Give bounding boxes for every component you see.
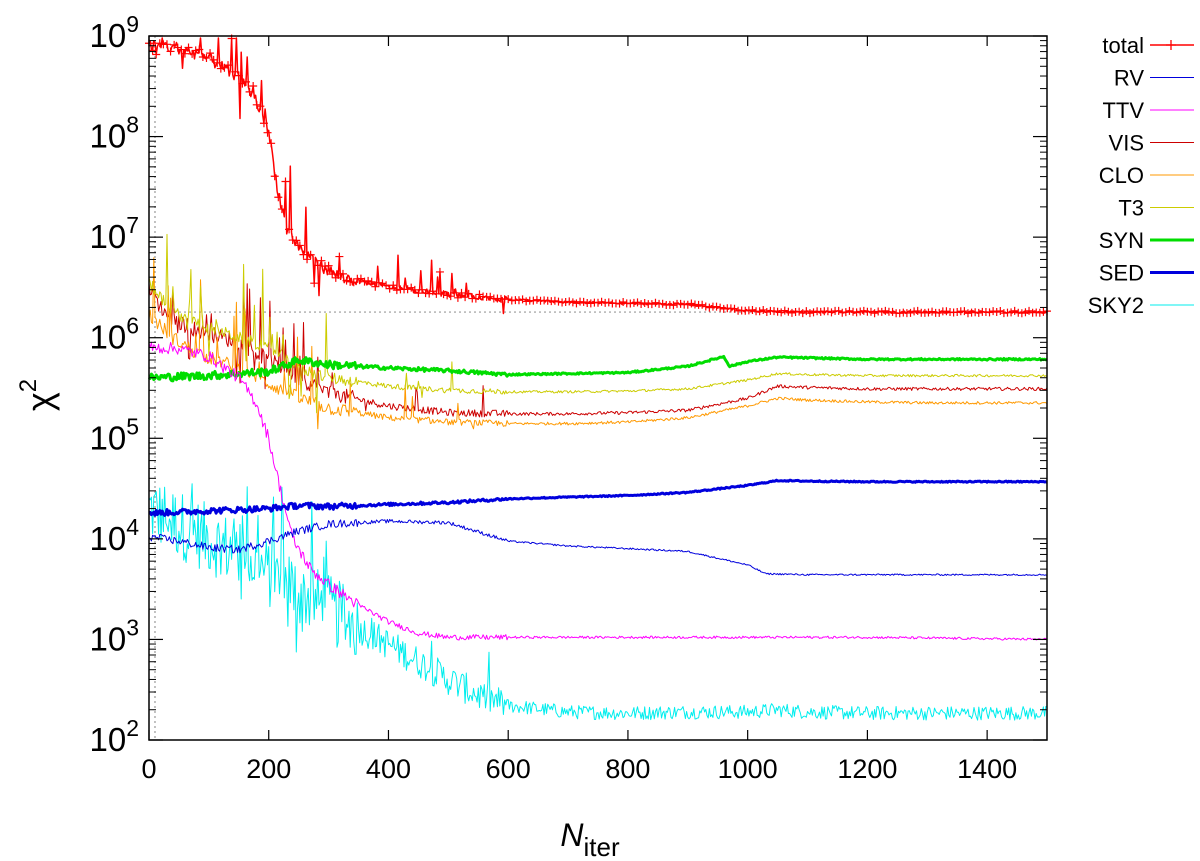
- y-tick-label: 104: [89, 514, 139, 557]
- legend-marker: [1166, 40, 1176, 50]
- legend-label: RV: [1114, 66, 1144, 91]
- legend-label: SKY2: [1088, 293, 1144, 318]
- series-line-sky2: [148, 483, 1048, 721]
- y-tick-label: 109: [89, 11, 139, 54]
- legend-entry-sed: SED: [1099, 261, 1194, 286]
- x-tick-label: 0: [141, 754, 156, 784]
- y-tick-label: 102: [89, 715, 139, 758]
- y-tick-label: 106: [89, 313, 139, 356]
- series-markers-total: [145, 34, 1051, 318]
- x-tick-label: 600: [486, 754, 531, 784]
- x-axis: 0 200 400 600 800 1000 1200 1400: [141, 36, 1017, 784]
- legend-label: CLO: [1099, 163, 1144, 188]
- series-line-ttv: [148, 341, 1048, 641]
- series-line-syn: [147, 354, 1048, 383]
- x-tick-label: 1200: [837, 754, 897, 784]
- legend-entry-rv: RV: [1114, 66, 1194, 91]
- y-tick-label: 107: [89, 212, 139, 255]
- series-line-sed: [148, 478, 1048, 517]
- x-tick-label: 800: [605, 754, 650, 784]
- x-tick-label: 400: [366, 754, 411, 784]
- plot-frame: [148, 35, 1048, 741]
- reference-lines: [149, 36, 1047, 740]
- x-tick-label: 1000: [718, 754, 778, 784]
- legend-entry-sky2: SKY2: [1088, 293, 1194, 318]
- y-tick-label: 108: [89, 112, 139, 155]
- x-tick-label: 200: [246, 754, 291, 784]
- legend-entry-vis: VIS: [1109, 131, 1194, 156]
- legend-label: SED: [1099, 261, 1144, 286]
- series-line-clo: [148, 257, 1048, 430]
- series-line-rv: [148, 518, 1048, 576]
- y-axis: 102 103 104 105 106 107 108 109: [89, 11, 1047, 758]
- x-axis-label: Niter: [560, 817, 620, 861]
- legend-label: SYN: [1099, 228, 1144, 253]
- legend-label: total: [1102, 33, 1144, 58]
- legend-entry-total: total: [1102, 33, 1194, 58]
- y-tick-label: 105: [89, 413, 139, 456]
- y-axis-label: χ2: [15, 379, 60, 411]
- legend-entry-ttv: TTV: [1102, 98, 1194, 123]
- series-layer: [145, 34, 1051, 721]
- legend: total RV TTV VIS CLO T3 SYN SED SKY2: [1088, 33, 1194, 318]
- legend-entry-t3: T3: [1118, 196, 1194, 221]
- legend-label: T3: [1118, 196, 1144, 221]
- legend-entry-clo: CLO: [1099, 163, 1194, 188]
- legend-entry-syn: SYN: [1099, 228, 1194, 253]
- x-tick-label: 1400: [957, 754, 1017, 784]
- legend-label: VIS: [1109, 131, 1144, 156]
- y-tick-label: 103: [89, 614, 139, 657]
- legend-label: TTV: [1102, 98, 1144, 123]
- plus-markers: [145, 34, 1051, 318]
- series-line-total: [148, 37, 1048, 315]
